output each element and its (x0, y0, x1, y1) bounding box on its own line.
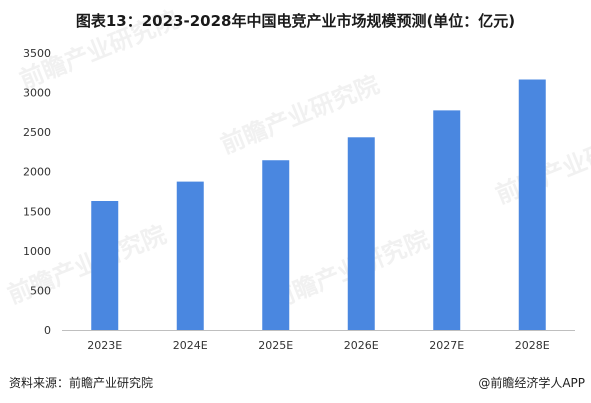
y-tick-label: 3500 (23, 47, 51, 60)
source-note: 资料来源：前瞻产业研究院 (9, 376, 154, 390)
bar-2026E (347, 137, 375, 330)
bar-2023E (91, 200, 119, 330)
bar-2025E (262, 160, 290, 330)
bar-2028E (518, 79, 546, 331)
y-tick-label: 500 (30, 284, 51, 297)
y-tick-label: 1500 (23, 205, 51, 218)
x-tick-label: 2023E (87, 339, 122, 352)
x-axis: 2023E 2024E 2025E 2026E 2027E 2028E (87, 339, 549, 352)
x-tick-label: 2025E (258, 339, 293, 352)
y-tick-label: 1000 (23, 245, 51, 258)
copyright-note: @前瞻经济学人APP (478, 376, 585, 390)
x-tick-label: 2028E (515, 339, 550, 352)
x-tick-label: 2024E (173, 339, 208, 352)
x-tick-label: 2027E (429, 339, 464, 352)
chart-title: 图表13：2023-2028年中国电竞产业市场规模预测(单位：亿元) (75, 12, 516, 30)
y-tick-label: 2000 (23, 166, 51, 179)
x-tick-label: 2026E (344, 339, 379, 352)
bar-2027E (433, 110, 461, 330)
y-tick-label: 2500 (23, 126, 51, 139)
bar-2024E (176, 181, 204, 330)
y-tick-label: 3000 (23, 87, 51, 100)
y-tick-label: 0 (44, 324, 51, 337)
y-axis: 0 500 1000 1500 2000 2500 3000 3500 (23, 47, 51, 337)
bar-series (91, 79, 546, 331)
